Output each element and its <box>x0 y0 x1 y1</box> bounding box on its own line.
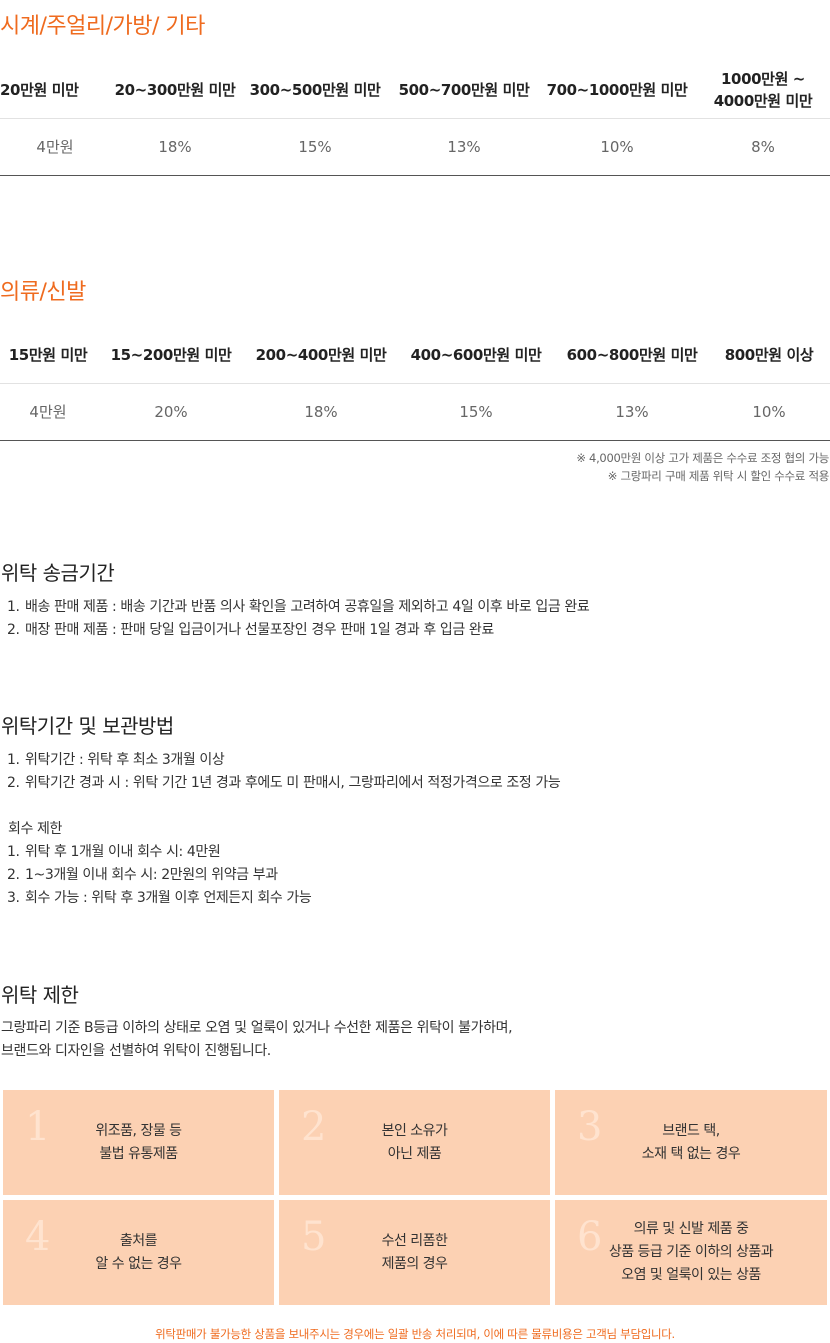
table-cell: 8% <box>696 118 830 176</box>
column-header: 700~1000만원 미만 <box>538 62 696 119</box>
card-label: 본인 소유가 아닌 제품 <box>381 1122 448 1162</box>
card-number: 2 <box>301 1104 327 1150</box>
list-number: 1. <box>7 599 20 615</box>
list-item: 3. 회수 가능 : 위탁 후 3개월 이후 언제든지 회수 가능 <box>7 887 560 910</box>
card-number: 1 <box>25 1104 51 1150</box>
restriction-card: 6 의류 및 신발 제품 중 상품 등급 기준 이하의 상품과 오염 및 얼룩이 있… <box>555 1200 827 1305</box>
restriction-card: 4 출처를 알 수 없는 경우 <box>3 1200 274 1305</box>
card-label: 위조품, 장물 등 불법 유통제품 <box>95 1122 182 1162</box>
fee-notes: ※ 4,000만원 이상 고가 제품은 수수료 조정 협의 가능 ※ 그랑파리 … <box>576 449 829 485</box>
list-text: 위탁 후 1개월 이내 회수 시: 4만원 <box>25 844 221 860</box>
fee-note: ※ 그랑파리 구매 제품 위탁 시 할인 수수료 적용 <box>607 469 830 483</box>
list-item: 1. 위탁기간 : 위탁 후 최소 3개월 이상 <box>7 749 560 772</box>
column-header-line: 1000만원 ~ <box>721 69 805 88</box>
table-cell: 18% <box>110 118 240 176</box>
list-number: 2. <box>7 775 20 791</box>
list-item: 2. 위탁기간 경과 시 : 위탁 기간 1년 경과 후에도 미 판매시, 그랑파… <box>7 772 561 795</box>
period-list: 1. 위탁기간 : 위탁 후 최소 3개월 이상 2. 위탁기간 경과 시 : 위탁… <box>7 749 561 910</box>
table-cell: 18% <box>246 383 396 441</box>
card-number: 5 <box>301 1214 327 1260</box>
restriction-card: 5 수선 리폼한 제품의 경우 <box>279 1200 550 1305</box>
watch-rate-table: 20만원 미만 20~300만원 미만 300~500만원 미만 500~700… <box>0 62 830 176</box>
table-cell: 13% <box>556 383 708 441</box>
card-label: 의류 및 신발 제품 중 상품 등급 기준 이하의 상품과 오염 및 얼룩이 있는 … <box>608 1221 774 1283</box>
recall-title: 회수 제한 <box>8 821 62 837</box>
list-text: 매장 판매 제품 : 판매 당일 입금이거나 선물포장인 경우 판매 1일 경과… <box>25 622 494 638</box>
restriction-line: 브랜드와 디자인을 선별하여 위탁이 진행됩니다. <box>1 1043 271 1059</box>
card-number: 3 <box>577 1104 603 1150</box>
table-cell: 10% <box>538 118 696 176</box>
table-cell: 10% <box>708 383 830 441</box>
list-item: 2. 매장 판매 제품 : 판매 당일 입금이거나 선물포장인 경우 판매 1일 … <box>7 619 589 642</box>
watch-section-title: 시계/주얼리/가방/ 기타 <box>0 14 205 39</box>
clothing-section-title: 의류/신발 <box>0 280 86 305</box>
table-cell: 15% <box>396 383 556 441</box>
fee-note: ※ 4,000만원 이상 고가 제품은 수수료 조정 협의 가능 <box>576 451 829 465</box>
table-row: 4만원 18% 15% 13% 10% 8% <box>0 118 830 176</box>
table-cell: 15% <box>240 118 390 176</box>
card-number: 6 <box>577 1214 603 1260</box>
clothing-rate-table: 15만원 미만 15~200만원 미만 200~400만원 미만 400~600… <box>0 327 830 441</box>
table-header-row: 15만원 미만 15~200만원 미만 200~400만원 미만 400~600… <box>0 327 830 384</box>
remittance-list: 1. 배송 판매 제품 : 배송 기간과 반품 의사 확인을 고려하여 공휴일을 … <box>7 596 590 642</box>
table-cell: 13% <box>390 118 538 176</box>
restriction-card: 3 브랜드 택, 소재 택 없는 경우 <box>555 1090 827 1195</box>
list-text: 1~3개월 이내 회수 시: 2만원의 위약금 부과 <box>25 867 278 883</box>
list-text: 위탁기간 : 위탁 후 최소 3개월 이상 <box>25 752 225 768</box>
table-header-row: 20만원 미만 20~300만원 미만 300~500만원 미만 500~700… <box>0 62 830 119</box>
column-header: 300~500만원 미만 <box>240 62 390 119</box>
column-header: 15~200만원 미만 <box>96 327 246 384</box>
list-text: 배송 판매 제품 : 배송 기간과 반품 의사 확인을 고려하여 공휴일을 제외… <box>25 599 590 615</box>
column-header: 1000만원 ~ 4000만원 미만 <box>696 62 830 119</box>
list-number: 2. <box>7 622 20 638</box>
table-cell: 4만원 <box>0 383 96 441</box>
list-number: 3. <box>7 890 20 906</box>
column-header: 500~700만원 미만 <box>390 62 538 119</box>
card-label: 브랜드 택, 소재 택 없는 경우 <box>641 1122 741 1162</box>
restriction-title: 위탁 제한 <box>1 983 79 1007</box>
restriction-card: 2 본인 소유가 아닌 제품 <box>279 1090 550 1195</box>
column-header-line: 4000만원 미만 <box>713 91 813 110</box>
column-header: 15만원 미만 <box>0 327 96 384</box>
list-item: 2. 1~3개월 이내 회수 시: 2만원의 위약금 부과 <box>7 864 560 887</box>
column-header: 20만원 미만 <box>0 62 110 119</box>
list-number: 1. <box>7 844 20 860</box>
restriction-card: 1 위조품, 장물 등 불법 유통제품 <box>3 1090 274 1195</box>
list-number: 1. <box>7 752 20 768</box>
column-header: 600~800만원 미만 <box>556 327 708 384</box>
restriction-paragraph: 그랑파리 기준 B등급 이하의 상태로 오염 및 얼룩이 있거나 수선한 제품은… <box>1 1017 513 1063</box>
list-item: 1. 위탁 후 1개월 이내 회수 시: 4만원 <box>7 841 560 864</box>
restriction-line: 그랑파리 기준 B등급 이하의 상태로 오염 및 얼룩이 있거나 수선한 제품은… <box>1 1020 513 1036</box>
table-cell: 20% <box>96 383 246 441</box>
column-header: 200~400만원 미만 <box>246 327 396 384</box>
remittance-title: 위탁 송금기간 <box>1 561 115 585</box>
list-number: 2. <box>7 867 20 883</box>
table-row: 4만원 20% 18% 15% 13% 10% <box>0 383 830 441</box>
card-number: 4 <box>25 1214 51 1260</box>
column-header: 800만원 이상 <box>708 327 830 384</box>
list-text: 위탁기간 경과 시 : 위탁 기간 1년 경과 후에도 미 판매시, 그랑파리에… <box>25 775 561 791</box>
column-header: 20~300만원 미만 <box>110 62 240 119</box>
column-header: 400~600만원 미만 <box>396 327 556 384</box>
card-label: 수선 리폼한 제품의 경우 <box>381 1232 448 1272</box>
list-text: 회수 가능 : 위탁 후 3개월 이후 언제든지 회수 가능 <box>25 890 312 906</box>
restriction-card-grid: 1 위조품, 장물 등 불법 유통제품 2 본인 소유가 아닌 제품 3 브랜드 택… <box>3 1090 827 1305</box>
period-title: 위탁기간 및 보관방법 <box>1 714 174 738</box>
table-cell: 4만원 <box>0 118 110 176</box>
list-item: 1. 배송 판매 제품 : 배송 기간과 반품 의사 확인을 고려하여 공휴일을 … <box>7 596 590 619</box>
spacer <box>7 795 560 818</box>
card-label: 출처를 알 수 없는 경우 <box>95 1232 182 1272</box>
return-policy-note: 위탁판매가 불가능한 상품을 보내주시는 경우에는 일괄 반송 처리되며, 이에… <box>155 1327 675 1341</box>
